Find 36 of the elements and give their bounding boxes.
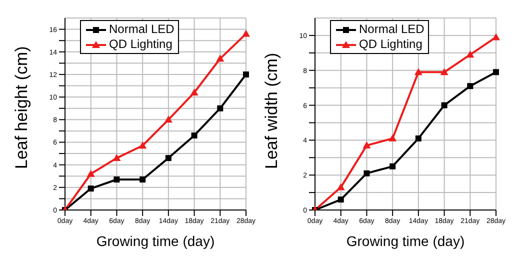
point [415, 135, 422, 142]
x-axis-title: Growing time (day) [346, 233, 465, 249]
point [140, 176, 146, 183]
point [164, 116, 172, 123]
point [440, 68, 448, 76]
point [441, 102, 448, 108]
point [390, 163, 396, 170]
legend-label: QD Lighting [109, 37, 172, 52]
legend-label: Normal LED [109, 22, 174, 37]
point [492, 33, 500, 40]
point [388, 134, 397, 142]
point [362, 141, 371, 148]
point [466, 50, 474, 58]
point [138, 142, 147, 149]
point [216, 54, 224, 62]
point [114, 176, 120, 183]
point [338, 196, 344, 203]
point [112, 154, 121, 162]
point [190, 88, 198, 96]
x-axis-title: Growing time (day) [96, 233, 215, 249]
point [467, 83, 474, 90]
point [242, 30, 250, 37]
point [191, 132, 198, 138]
point [414, 68, 422, 76]
point [217, 105, 224, 112]
point [88, 186, 94, 192]
y-axis-title: Leaf height (cm) [12, 46, 32, 169]
point [243, 71, 249, 78]
y-axis-title: Leaf width (cm) [262, 52, 282, 169]
point [336, 183, 345, 190]
point [364, 170, 370, 176]
legend-label: Normal LED [359, 22, 424, 37]
point [86, 170, 95, 177]
legend-label: QD Lighting [359, 37, 422, 52]
point [493, 69, 499, 76]
point [165, 155, 172, 162]
